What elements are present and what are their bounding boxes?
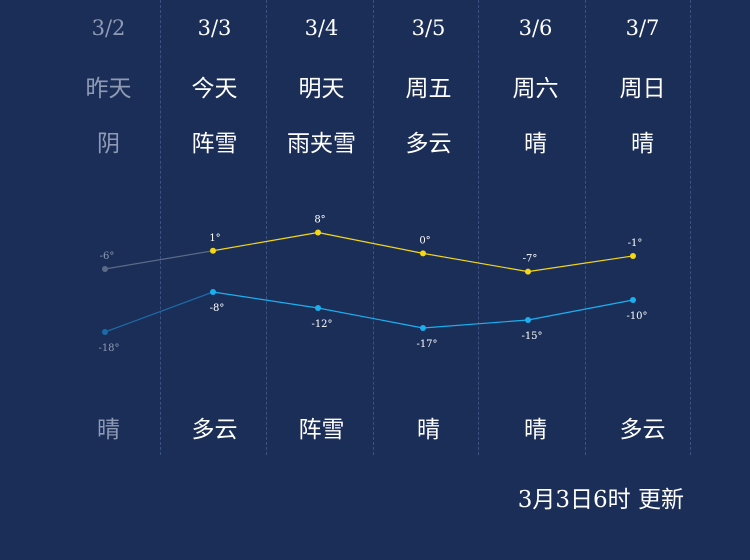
column-divider <box>266 0 267 455</box>
day-column-saturday[interactable]: 3/6 周六 晴 晴 <box>482 0 589 455</box>
day-name: 明天 <box>298 76 345 102</box>
column-divider <box>585 0 586 455</box>
high-temp-label: -6° <box>100 251 115 262</box>
day-condition: 晴 <box>631 131 654 157</box>
night-condition: 阵雪 <box>298 417 345 443</box>
temperature-chart: -6° -18° 1° -8° 8° -12° 0° -17° -7° -15° -1° -10° <box>98 215 647 355</box>
night-condition: 多云 <box>619 417 666 443</box>
low-temp-point <box>630 297 636 303</box>
night-condition: 晴 <box>97 417 120 443</box>
low-temp-label: -8° <box>210 303 225 314</box>
low-temp-point <box>315 305 321 311</box>
day-column-today[interactable]: 3/3 今天 阵雪 多云 <box>161 0 268 455</box>
high-temp-label: 8° <box>314 215 325 226</box>
day-column-sunday[interactable]: 3/7 周日 晴 多云 <box>589 0 696 455</box>
day-condition: 多云 <box>405 131 452 157</box>
low-temp-label: -15° <box>521 331 542 342</box>
low-temp-label: -17° <box>416 339 437 350</box>
night-condition: 多云 <box>191 417 238 443</box>
day-condition: 雨夹雪 <box>287 131 356 157</box>
low-temp-segment <box>212 291 319 309</box>
day-name: 今天 <box>191 76 238 102</box>
column-divider <box>478 0 479 455</box>
day-date: 3/6 <box>518 16 553 40</box>
high-temp-point <box>210 247 216 254</box>
day-condition: 阵雪 <box>191 131 238 157</box>
high-temp-point <box>525 268 531 275</box>
day-date: 3/5 <box>411 16 446 40</box>
low-temp-point <box>525 317 531 323</box>
column-divider <box>690 0 691 455</box>
night-condition: 晴 <box>524 417 547 443</box>
high-temp-segment <box>104 250 214 270</box>
day-name: 昨天 <box>85 76 132 102</box>
low-temp-segment <box>317 307 424 329</box>
low-temp-label: -18° <box>98 343 119 354</box>
high-temp-point <box>420 250 426 257</box>
high-temp-segment <box>422 252 529 273</box>
day-condition: 晴 <box>524 131 547 157</box>
high-temp-point <box>102 266 108 272</box>
high-temp-label: 0° <box>419 235 430 246</box>
day-name: 周日 <box>619 76 666 102</box>
high-temp-label: -1° <box>628 238 643 249</box>
column-divider <box>373 0 374 455</box>
low-temp-point <box>102 329 108 335</box>
low-temp-label: -12° <box>311 319 332 330</box>
day-date: 3/4 <box>304 16 339 40</box>
high-temp-segment <box>317 231 424 254</box>
day-condition: 阴 <box>97 131 120 157</box>
low-temp-segment <box>104 291 214 333</box>
day-date: 3/3 <box>197 16 232 40</box>
high-temp-segment <box>212 231 319 252</box>
day-column-yesterday[interactable]: 3/2 昨天 阴 晴 <box>55 0 162 455</box>
low-temp-label: -10° <box>626 311 647 322</box>
day-column-friday[interactable]: 3/5 周五 多云 晴 <box>375 0 482 455</box>
low-temp-point <box>210 289 216 295</box>
high-temp-label: -7° <box>523 254 538 265</box>
update-time: 3月3日6时 更新 <box>517 487 684 513</box>
day-name: 周六 <box>512 76 559 102</box>
low-temp-segment <box>422 319 529 329</box>
day-column-tomorrow[interactable]: 3/4 明天 雨夹雪 阵雪 <box>268 0 375 455</box>
day-date: 3/7 <box>625 16 660 40</box>
low-temp-segment <box>527 299 634 321</box>
high-temp-point <box>630 252 636 259</box>
night-condition: 晴 <box>417 417 440 443</box>
high-temp-segment <box>527 255 634 273</box>
day-date: 3/2 <box>91 16 126 40</box>
low-temp-point <box>420 325 426 331</box>
high-temp-point <box>315 229 321 236</box>
day-name: 周五 <box>405 76 452 102</box>
column-divider <box>160 0 161 455</box>
high-temp-label: 1° <box>209 233 220 244</box>
